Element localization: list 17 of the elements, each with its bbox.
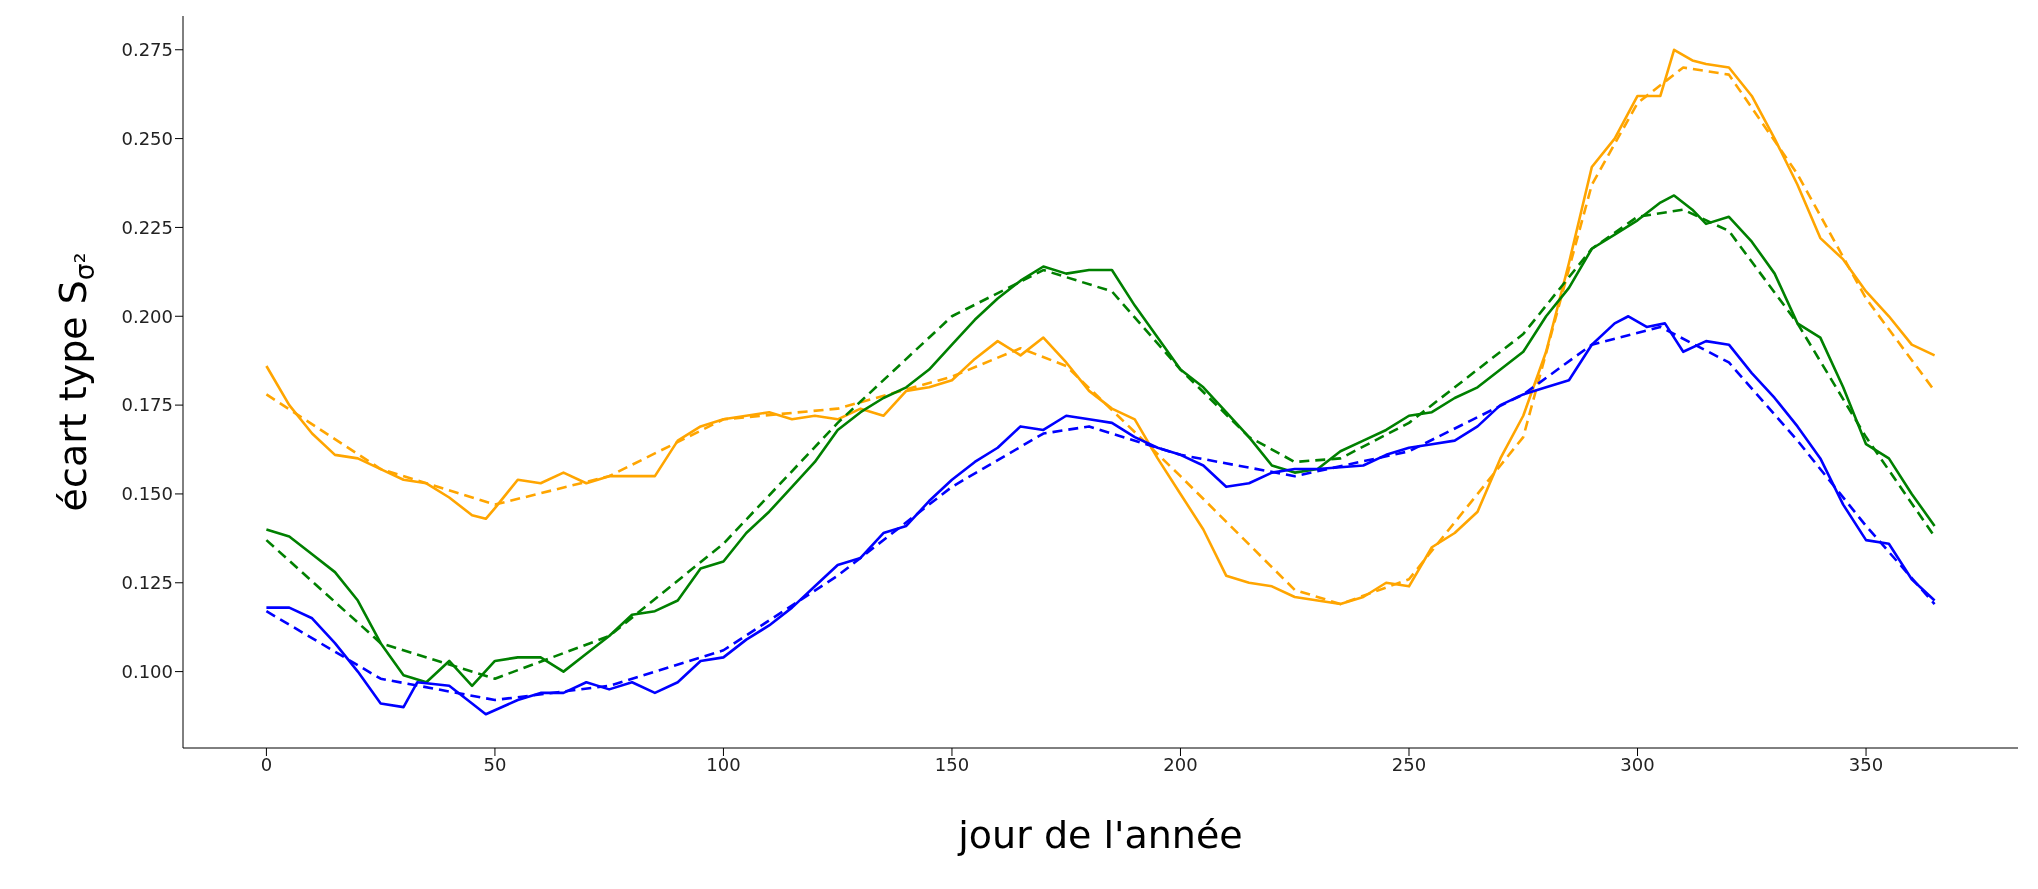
x-tick-label: 0	[260, 753, 273, 775]
x-tick-label: 350	[1848, 753, 1884, 775]
y-tick-label: 0.200	[121, 305, 173, 327]
y-tick-label: 0.125	[121, 572, 173, 594]
y-tick-label: 0.250	[121, 127, 173, 149]
x-tick-label: 200	[1163, 753, 1198, 775]
x-tick-label: 300	[1620, 753, 1655, 775]
y-tick-label: 0.175	[121, 394, 173, 416]
y-tick-label: 0.150	[121, 483, 173, 505]
y-tick-label: 0.100	[121, 660, 173, 682]
y-tick-label: 0.275	[121, 39, 173, 61]
y-tick-label: 0.225	[121, 216, 173, 238]
x-tick-label: 100	[706, 753, 741, 775]
x-tick-label: 150	[934, 753, 970, 775]
x-tick-label: 50	[483, 753, 507, 775]
x-tick-label: 250	[1391, 753, 1427, 775]
x-axis-title: jour de l'année	[957, 813, 1243, 857]
